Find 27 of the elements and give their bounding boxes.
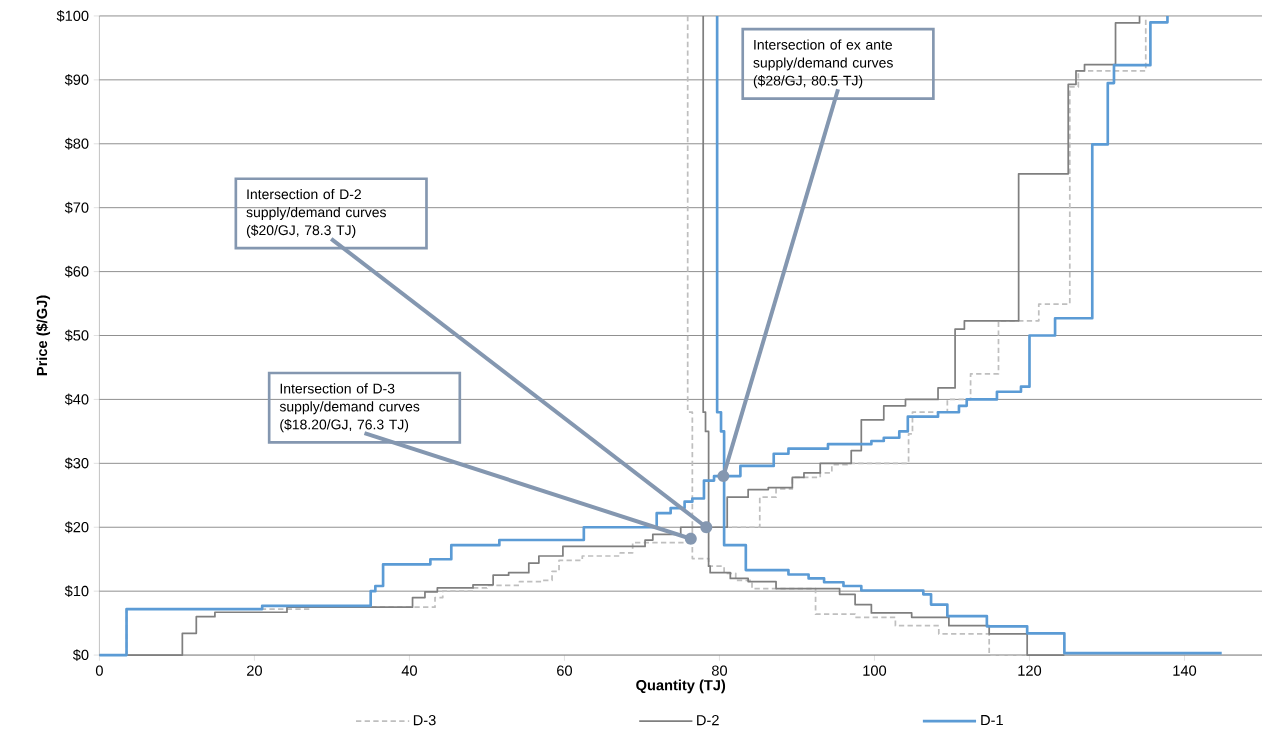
y-tick-label: $80 <box>64 137 89 150</box>
x-tick-label: 120 <box>1018 665 1042 676</box>
y-tick-label: $20 <box>64 521 89 534</box>
x-tick-label: 140 <box>1173 665 1197 676</box>
x-tick-label: 80 <box>711 665 728 676</box>
y-tick-label: $30 <box>64 457 89 470</box>
annotation: Intersection of D-2 supply/demand curves ($20/GJ, 78.3 TJ) <box>246 189 386 238</box>
annotation: Intersection of D-3 supply/demand curves ($18.20/GJ, 76.3 TJ) <box>279 383 420 433</box>
legend-label: D-1 <box>981 715 1003 726</box>
x-tick-label: 40 <box>401 665 417 676</box>
y-tick-label: $70 <box>64 201 89 214</box>
annotation: Intersection of ex ante supply/demand curves ($28/GJ, 80.5 TJ) <box>753 39 893 89</box>
legend-label: D-2 <box>697 715 719 726</box>
x-tick-label: 100 <box>863 665 887 676</box>
x-tick-label: 0 <box>95 665 103 676</box>
x-tick-label: 20 <box>247 665 262 676</box>
y-axis-title: Price ($/GJ) <box>36 295 51 376</box>
y-tick-label: $100 <box>56 10 89 22</box>
y-tick-label: $50 <box>64 329 89 342</box>
y-tick-label: $10 <box>64 585 89 598</box>
y-tick-label: $60 <box>64 265 89 278</box>
y-tick-label: $0 <box>72 649 89 662</box>
x-axis-title: Quantity (TJ) <box>636 679 726 694</box>
x-tick-label: 60 <box>557 665 572 676</box>
y-tick-label: $40 <box>64 393 89 406</box>
legend-label: D-3 <box>413 715 436 726</box>
y-tick-label: $90 <box>64 74 89 86</box>
